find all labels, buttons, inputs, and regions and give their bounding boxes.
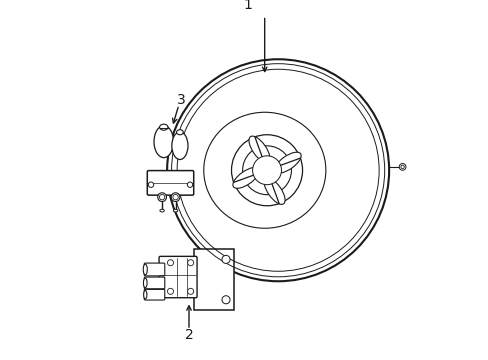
- Circle shape: [222, 255, 229, 264]
- Ellipse shape: [274, 152, 301, 173]
- Ellipse shape: [143, 264, 147, 275]
- Ellipse shape: [160, 209, 164, 212]
- FancyBboxPatch shape: [147, 171, 193, 195]
- Circle shape: [187, 288, 193, 294]
- Circle shape: [159, 194, 164, 200]
- Circle shape: [187, 260, 193, 266]
- Circle shape: [171, 193, 180, 202]
- Circle shape: [242, 146, 291, 195]
- Circle shape: [167, 260, 173, 266]
- Ellipse shape: [173, 209, 177, 212]
- Ellipse shape: [159, 124, 168, 130]
- Circle shape: [398, 163, 405, 170]
- Circle shape: [148, 182, 153, 188]
- Circle shape: [252, 156, 281, 185]
- Ellipse shape: [143, 291, 146, 299]
- Ellipse shape: [176, 130, 183, 135]
- FancyBboxPatch shape: [144, 263, 164, 276]
- Text: 2: 2: [184, 328, 193, 342]
- Text: 1: 1: [243, 0, 252, 13]
- Ellipse shape: [154, 126, 173, 158]
- Ellipse shape: [171, 132, 187, 159]
- Circle shape: [167, 59, 388, 281]
- Ellipse shape: [143, 278, 147, 288]
- FancyBboxPatch shape: [144, 289, 164, 300]
- Ellipse shape: [264, 178, 285, 204]
- Text: 3: 3: [177, 93, 185, 107]
- Ellipse shape: [232, 167, 259, 188]
- FancyBboxPatch shape: [159, 256, 197, 298]
- Circle shape: [172, 194, 178, 200]
- Ellipse shape: [248, 136, 269, 163]
- Polygon shape: [194, 249, 234, 310]
- Circle shape: [187, 182, 192, 188]
- Circle shape: [158, 193, 166, 202]
- FancyBboxPatch shape: [144, 277, 164, 289]
- Circle shape: [231, 135, 302, 206]
- Circle shape: [167, 288, 173, 294]
- Circle shape: [222, 296, 229, 304]
